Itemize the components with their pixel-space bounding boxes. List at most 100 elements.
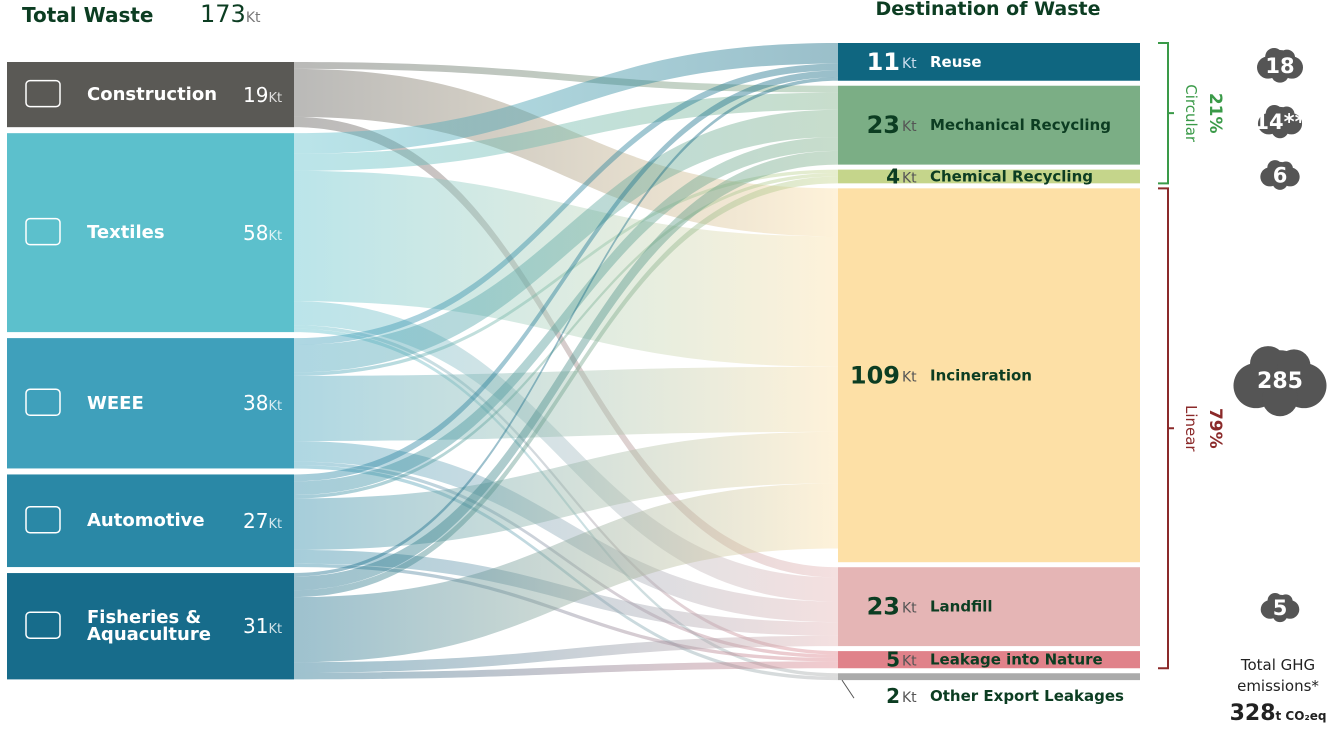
flow [294,62,838,93]
target-node [838,188,1140,563]
target-node [838,85,1140,165]
target-name: Mechanical Recycling [930,116,1111,134]
source-icon [25,611,61,639]
target-label: 11 [867,48,900,76]
target-value: 5 [886,648,900,672]
source-node [7,133,294,333]
cloud-puff [1267,593,1283,608]
total: 173Kt [200,0,261,28]
target-unit: Kt [902,654,917,670]
flow [294,43,838,154]
group-share: 79% [1205,408,1225,449]
emission-value: 14** [1254,110,1305,134]
source-number: 58 [243,220,269,245]
flow [294,173,838,499]
target-unit: Kt [902,170,917,186]
unit: Kt [246,10,261,26]
source-value: 31Kt [243,614,282,638]
flow [294,431,838,550]
ghg-unit: t CO₂eq [1275,709,1327,723]
target-label: 23 [867,593,900,621]
cloud-puff [1277,349,1311,383]
target-name: Landfill [930,598,993,616]
emission-cloud [1260,160,1300,190]
source-icon [25,217,61,246]
target-unit: Kt [902,369,917,385]
source-number: 38 [243,391,269,416]
source-name: WEEE [87,392,144,414]
links [294,43,838,681]
cloud-puff [1278,594,1293,609]
flow [294,635,838,673]
target-value: 2 [886,684,900,708]
flow [294,109,838,373]
target-unit: Kt [902,601,917,617]
unit: Kt [902,690,917,706]
target-unit: Kt [902,119,917,135]
target-node [838,169,1140,184]
cloud-puff [1249,346,1287,383]
source-value: 58Kt [243,221,282,245]
source-name: Textiles [87,222,165,244]
target-label: 2 [886,684,900,708]
emission-value: 5 [1273,596,1288,620]
source-node [7,338,294,469]
source-node [7,573,294,680]
cloud-puff [1267,160,1283,176]
source-number: 31 [243,614,269,639]
cloud-puff [1272,607,1288,623]
source-icon [25,79,61,108]
source-icon [25,506,61,534]
flow [294,170,838,367]
source-number: 19 [243,82,269,107]
unit: Kt [268,516,283,532]
flow [294,563,838,662]
destination-title: Destination of Waste [875,0,1100,20]
target-value: 11 [867,48,900,76]
target-label: 4 [886,164,900,188]
group-bracket [1158,187,1174,670]
cloud-puff [1278,106,1295,123]
pointer [841,679,855,699]
cloud-puff [1265,104,1283,123]
flow [294,483,838,663]
flow [294,150,838,591]
flow [294,63,838,345]
unit: Kt [902,170,917,186]
flow [294,441,838,623]
target-value: 4 [886,164,900,188]
target-unit: Kt [902,56,917,72]
source-label: Automotive 27Kt [7,474,294,567]
total-value: 173 [200,0,246,28]
flow [294,137,838,496]
emission-value: 6 [1273,164,1288,188]
target-name: Reuse [930,53,982,71]
group-name: Circular [1182,84,1200,143]
ghg-total: Total GHG emissions* 328t CO₂eq [1210,655,1330,726]
target-value: 23 [867,111,900,139]
target-name: Incineration [930,366,1032,384]
cloud-puff [1271,121,1289,139]
flow [294,70,838,482]
unit: Kt [902,654,917,670]
emission-cloud [1233,346,1327,417]
emission-cloud [1260,593,1300,623]
ghg-value: 328 [1229,701,1276,726]
cloud-puff [1272,174,1288,190]
unit: Kt [268,90,283,106]
target-label: 109 [850,361,900,389]
source-name: Automotive [87,510,205,532]
source-value: 27Kt [243,509,282,533]
unit: Kt [902,119,917,135]
flow [294,92,838,171]
target-value: 23 [867,593,900,621]
target-node [838,567,1140,647]
source-label: Fisheries & Aquaculture 31Kt [7,573,294,679]
unit: Kt [902,56,917,72]
target-label: 5 [886,648,900,672]
target-node [838,43,1140,81]
flow [294,116,838,578]
ghg-label: Total GHG emissions* [1237,656,1319,695]
unit: Kt [268,228,283,244]
